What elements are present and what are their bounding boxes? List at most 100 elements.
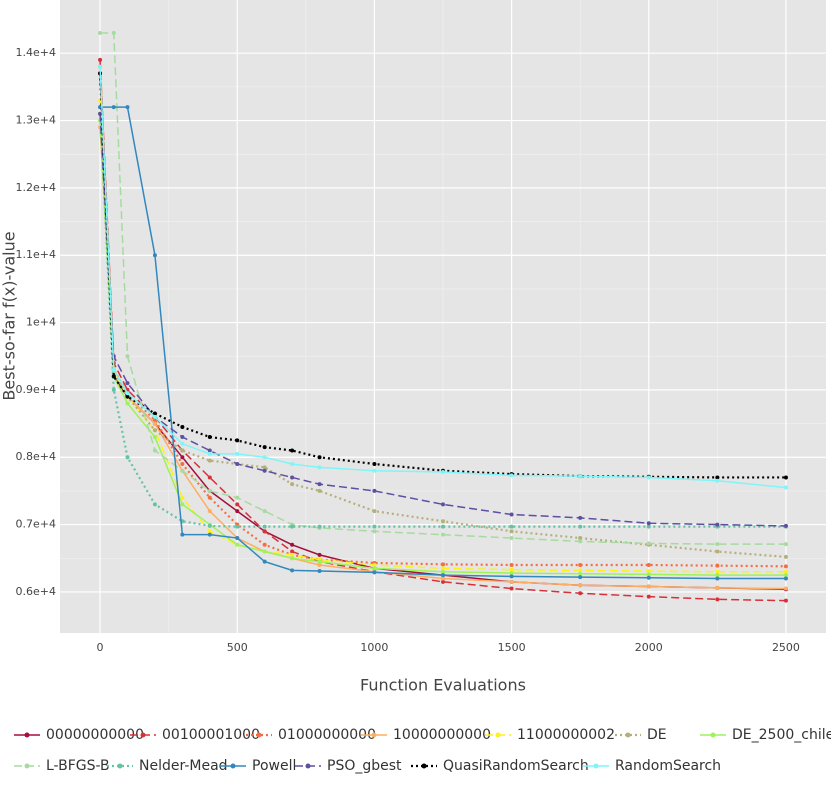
series-point	[180, 461, 185, 466]
legend-marker	[625, 732, 631, 738]
series-point	[98, 105, 103, 110]
legend-label: 01000000000	[278, 727, 376, 743]
x-tick-label: 1000	[360, 641, 388, 654]
series-point	[372, 488, 377, 493]
series-point	[646, 475, 651, 480]
series-point	[235, 495, 240, 500]
legend-marker	[140, 732, 146, 738]
series-point	[372, 509, 377, 514]
y-tick-label: 1.2e+4	[16, 181, 56, 194]
grid	[60, 0, 826, 633]
series-point	[578, 562, 583, 567]
series-point	[578, 591, 583, 596]
series-point	[317, 465, 322, 470]
series-point	[111, 30, 116, 35]
series-point	[783, 569, 788, 574]
series-point	[235, 509, 240, 514]
series-point	[207, 529, 212, 534]
series-point	[152, 253, 157, 258]
series-point	[262, 465, 267, 470]
series-point	[578, 539, 583, 544]
legend-marker	[371, 732, 377, 738]
y-tick-label: 0.6e+4	[16, 585, 56, 598]
series-point	[783, 523, 788, 528]
series-point	[578, 515, 583, 520]
series-point	[262, 445, 267, 450]
series-point	[262, 509, 267, 514]
series-point	[441, 524, 445, 529]
series-point	[715, 585, 720, 590]
series-point	[317, 559, 322, 564]
series-point	[509, 524, 514, 529]
series-point	[125, 381, 130, 386]
series-point	[317, 524, 322, 529]
legend-marker	[710, 732, 716, 738]
series-point	[509, 574, 514, 579]
series-point	[372, 562, 377, 567]
series-point	[235, 524, 240, 529]
series-point	[509, 586, 514, 591]
series-point	[715, 569, 720, 574]
legend-label: L-BFGS-B	[46, 758, 110, 774]
series-point	[98, 64, 103, 69]
series-point	[235, 438, 240, 443]
series-point	[509, 529, 514, 534]
series-point	[262, 524, 267, 529]
series-point	[152, 411, 157, 416]
series-point	[152, 428, 157, 433]
series-point	[317, 569, 322, 574]
series-point	[372, 468, 377, 473]
series-point	[509, 571, 514, 576]
legend-label: 00100001000	[162, 727, 260, 743]
y-tick-label: 0.8e+4	[16, 450, 56, 463]
series-point	[152, 448, 157, 453]
series-point	[235, 461, 240, 466]
series-point	[441, 532, 445, 537]
series-point	[111, 374, 116, 379]
series-point	[180, 468, 185, 473]
legend-marker	[256, 732, 262, 738]
series-point	[441, 566, 445, 571]
series-point	[441, 502, 445, 507]
series-point	[715, 576, 720, 581]
series-point	[180, 502, 185, 507]
series-point	[152, 502, 157, 507]
series-point	[646, 524, 651, 529]
series-point	[441, 573, 445, 578]
series-point	[125, 391, 130, 396]
series-point	[646, 541, 651, 546]
y-tick-label: 0.9e+4	[16, 383, 56, 396]
series-point	[509, 579, 514, 584]
series-point	[207, 475, 212, 480]
legend-label: 00000000000	[46, 727, 144, 743]
series-point	[646, 562, 651, 567]
series-point	[207, 495, 212, 500]
series-point	[98, 30, 103, 35]
series-point	[180, 424, 185, 429]
series-point	[783, 586, 788, 591]
series-point	[715, 549, 720, 554]
series-point	[262, 468, 267, 473]
series-point	[715, 573, 720, 578]
y-tick-label: 1e+4	[26, 316, 56, 329]
series-point	[372, 524, 377, 529]
series-point	[646, 569, 651, 574]
series-point	[783, 598, 788, 603]
series-point	[509, 562, 514, 567]
series-point	[317, 488, 322, 493]
series-point	[125, 401, 130, 406]
series-point	[235, 451, 240, 456]
legend-label: DE_2500_chile	[732, 727, 831, 743]
series-point	[207, 488, 212, 493]
series-point	[317, 455, 322, 460]
series-point	[646, 594, 651, 599]
series-point	[207, 523, 212, 528]
series-point	[262, 559, 267, 564]
series-point	[441, 576, 445, 581]
series-point	[235, 536, 240, 541]
series-point	[372, 566, 377, 571]
series-point	[290, 542, 295, 547]
series-point	[152, 435, 157, 440]
series-point	[646, 572, 651, 577]
